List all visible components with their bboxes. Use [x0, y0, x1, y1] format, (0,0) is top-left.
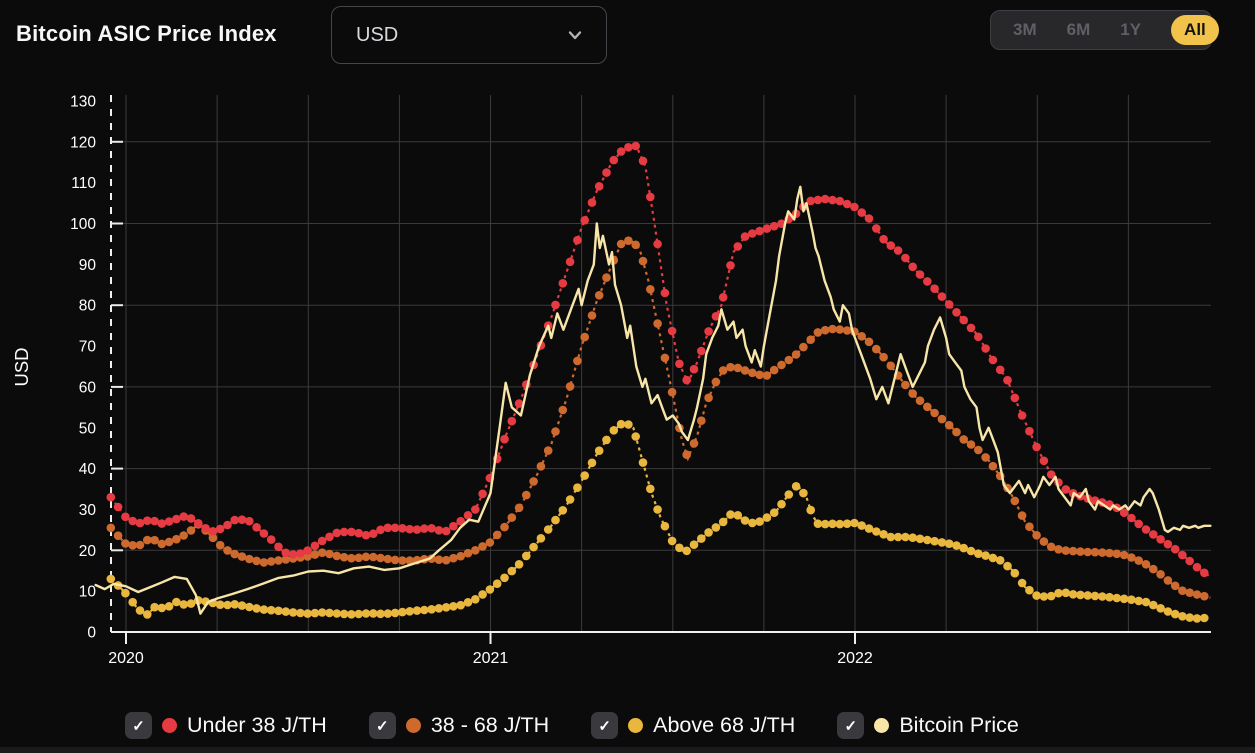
svg-text:2021: 2021: [473, 650, 509, 667]
series-bitcoin-price: [94, 185, 1212, 615]
legend-item-bitcoin-price[interactable]: ✓ Bitcoin Price: [837, 712, 1019, 739]
series-dot-red: [162, 718, 177, 733]
legend-label: 38 - 68 J/TH: [430, 713, 550, 737]
bottom-edge-divider: [0, 747, 1255, 753]
page-title: Bitcoin ASIC Price Index: [16, 21, 277, 46]
svg-text:60: 60: [79, 379, 97, 396]
checkbox-checked-icon[interactable]: ✓: [837, 712, 865, 739]
legend-item-under-38[interactable]: ✓ Under 38 J/TH: [125, 712, 327, 739]
chart-legend: ✓ Under 38 J/TH ✓ 38 - 68 J/TH ✓ Above 6…: [125, 712, 1019, 739]
series-dot-pale-yellow: [874, 718, 890, 733]
currency-selected-value: USD: [356, 23, 399, 46]
svg-text:0: 0: [87, 625, 96, 642]
svg-text:30: 30: [79, 502, 97, 519]
currency-select[interactable]: USD: [331, 6, 607, 64]
svg-text:100: 100: [70, 216, 96, 233]
chevron-down-icon: [564, 24, 586, 46]
series-above-68-j-th: [106, 419, 1211, 623]
legend-item-above-68[interactable]: ✓ Above 68 J/TH: [591, 712, 795, 739]
svg-text:120: 120: [70, 134, 96, 151]
svg-text:130: 130: [70, 94, 96, 111]
series-dot-orange: [405, 718, 421, 733]
range-option-all[interactable]: All: [1171, 15, 1219, 45]
series-38-68-j-th: [106, 236, 1211, 601]
legend-label: Bitcoin Price: [899, 713, 1019, 737]
checkbox-checked-icon[interactable]: ✓: [591, 712, 619, 739]
series-dot-gold: [628, 718, 644, 733]
y-axis-title: USD: [11, 347, 32, 386]
checkbox-checked-icon[interactable]: ✓: [368, 712, 396, 739]
range-option-1y[interactable]: 1Y: [1120, 20, 1142, 39]
y-axis-labels: 0 10 20 30 40 50 60 70 80 90 100 110 120 130: [70, 94, 96, 642]
svg-text:2020: 2020: [108, 650, 144, 667]
svg-text:110: 110: [71, 175, 96, 192]
legend-item-38-68[interactable]: ✓ 38 - 68 J/TH: [368, 712, 550, 739]
svg-text:50: 50: [79, 420, 97, 437]
x-axis-labels: 2020 2021 2022: [108, 632, 873, 667]
svg-text:2022: 2022: [837, 650, 873, 667]
svg-text:70: 70: [79, 339, 97, 356]
svg-text:40: 40: [79, 461, 97, 478]
gridlines: [111, 95, 1211, 632]
legend-label: Under 38 J/TH: [187, 713, 327, 737]
series-under-38-j-th: [106, 141, 1212, 578]
range-option-6m[interactable]: 6M: [1066, 20, 1091, 39]
svg-text:20: 20: [79, 543, 97, 560]
range-option-3m[interactable]: 3M: [1013, 20, 1037, 39]
chart-area[interactable]: 0 10 20 30 40 50 60 70 80 90 100 110 120 130 2020 2021 2…: [0, 70, 1255, 682]
svg-text:10: 10: [79, 584, 97, 601]
axes: [110, 95, 1211, 633]
legend-label: Above 68 J/TH: [653, 713, 796, 737]
svg-text:80: 80: [79, 298, 97, 315]
svg-text:90: 90: [79, 257, 97, 274]
checkbox-checked-icon[interactable]: ✓: [125, 712, 152, 739]
range-selector: 3M 6M 1Y All: [990, 10, 1219, 50]
